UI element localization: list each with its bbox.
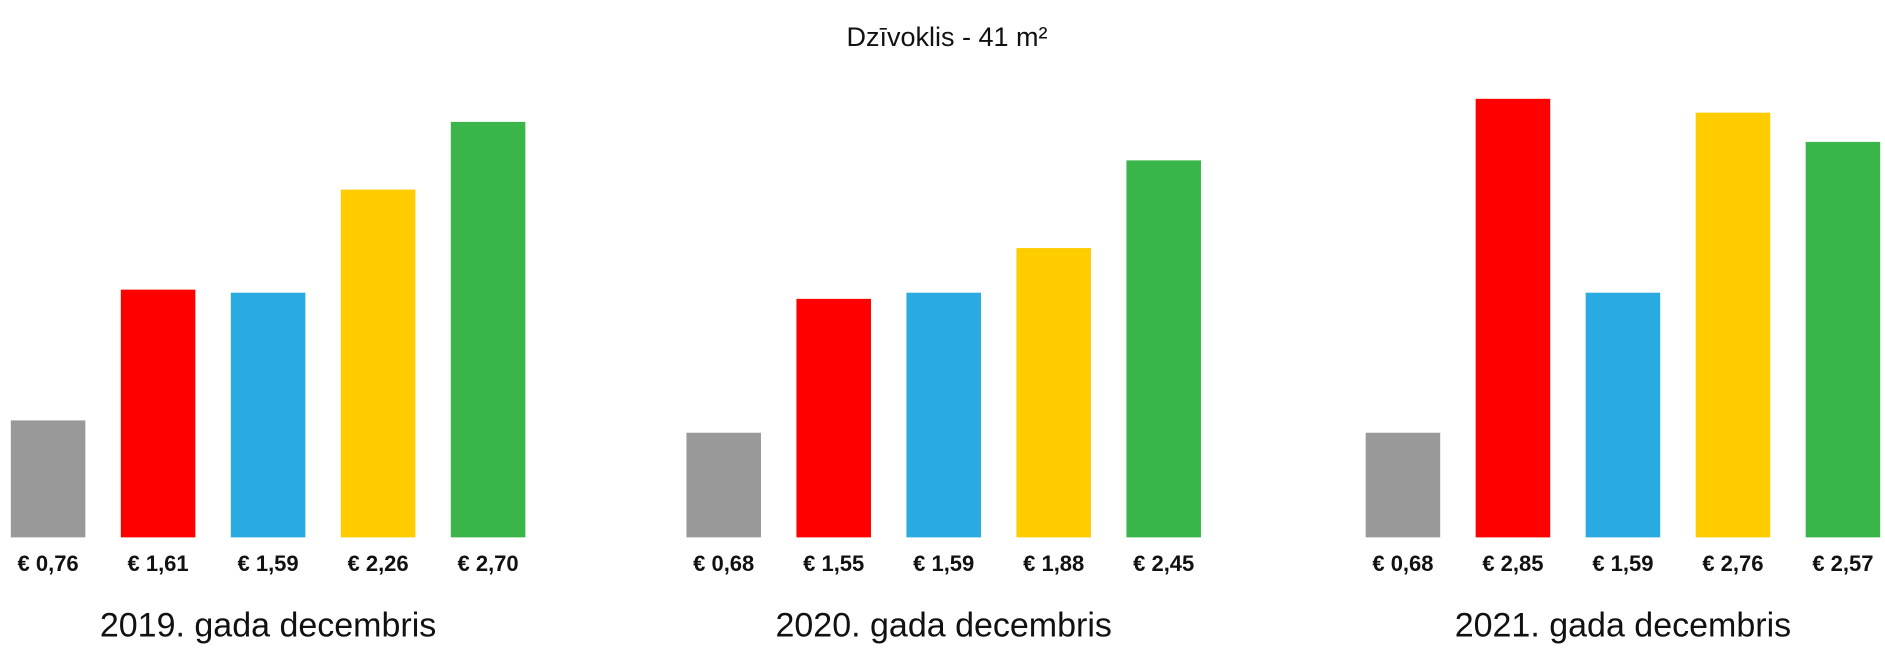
x-axis-label: 2020. gada decembris [775,607,1111,645]
value-label: € 2,26 [347,551,408,576]
value-label: € 2,70 [457,551,518,576]
value-label: € 1,61 [127,551,188,576]
value-label: € 0,76 [18,551,79,576]
value-label: € 1,59 [237,551,298,576]
bar [906,292,981,538]
value-label: € 2,76 [1702,551,1763,576]
value-label: € 1,59 [913,551,974,576]
value-label: € 1,55 [803,551,864,576]
value-label: € 2,85 [1482,551,1543,576]
bar [1585,292,1661,538]
x-axis-label: 2019. gada decembris [100,607,436,645]
value-label: € 0,68 [1372,551,1433,576]
value-label: € 2,45 [1133,551,1194,576]
value-label: € 2,57 [1812,551,1873,576]
bar [1695,112,1771,538]
bar [1805,141,1881,538]
bar [450,121,526,538]
x-axis-label: 2021. gada decembris [1455,607,1791,645]
bar [1365,432,1441,538]
bar [686,432,761,538]
bar [340,189,416,538]
bar [796,298,871,538]
bar [120,289,196,538]
bar [1016,248,1091,538]
chart-title: Dzīvoklis - 41 m² [846,22,1047,52]
bar [1475,98,1551,538]
bar [230,292,306,538]
value-label: € 1,59 [1592,551,1653,576]
value-label: € 0,68 [693,551,754,576]
bar [1126,160,1201,538]
bar [10,420,86,538]
value-label: € 1,88 [1023,551,1084,576]
